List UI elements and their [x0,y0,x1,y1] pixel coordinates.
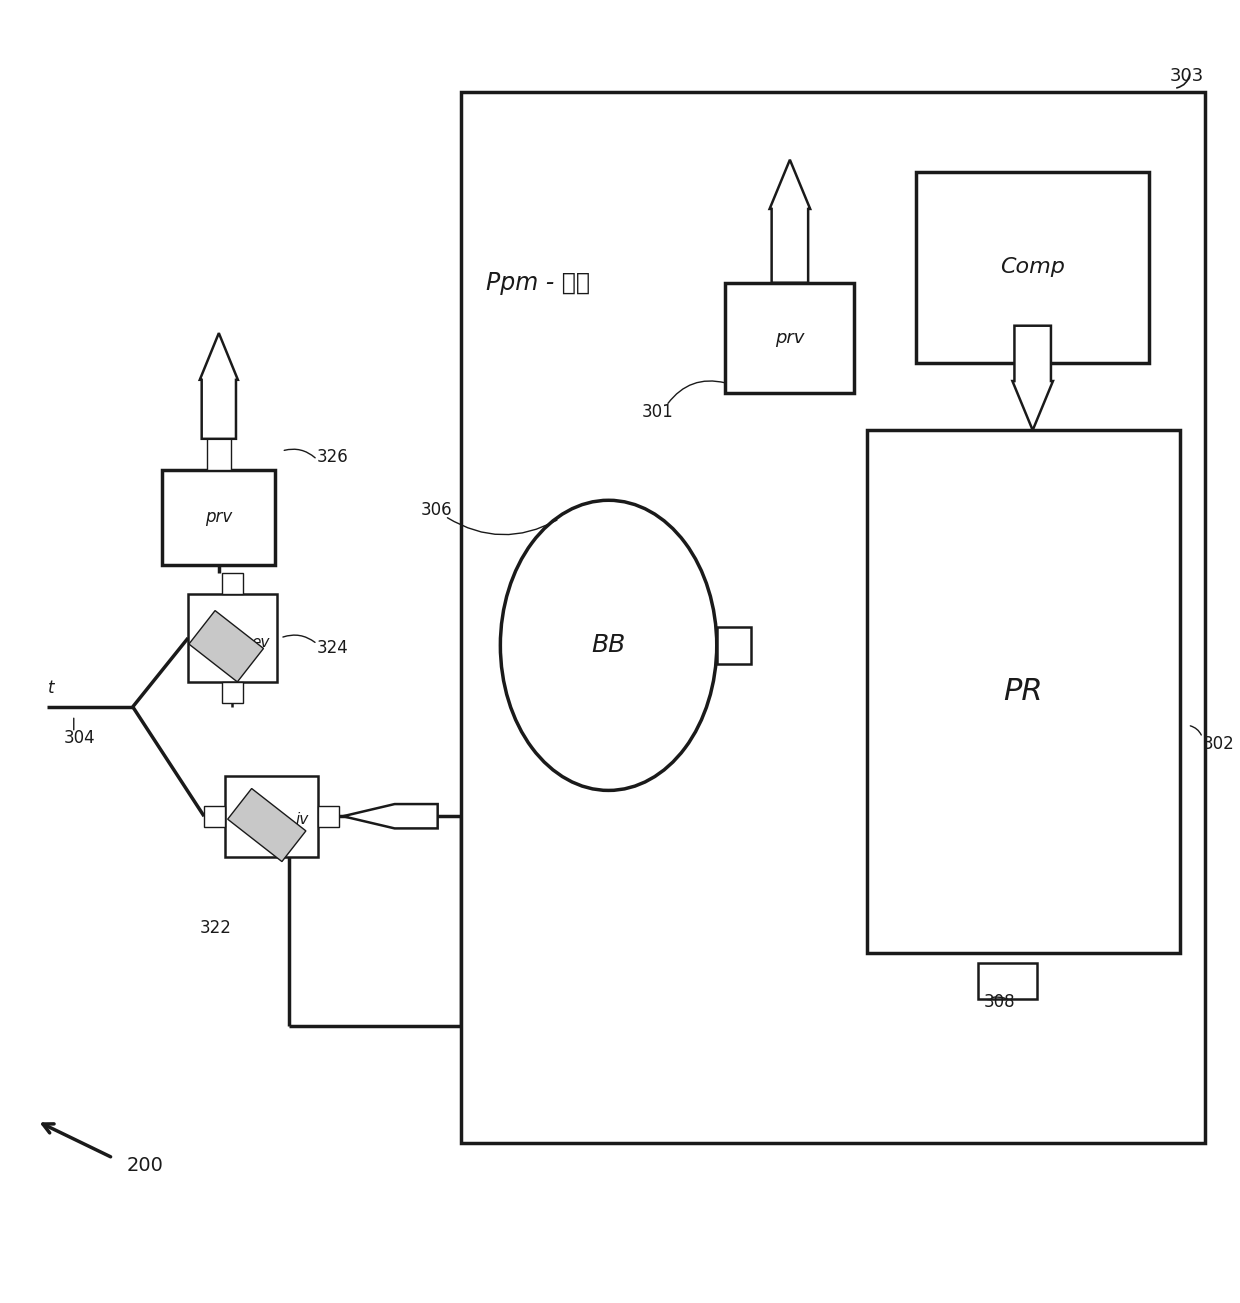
Text: 200: 200 [126,1156,164,1175]
Bar [228,788,306,861]
Bar [222,683,243,704]
Text: prv: prv [775,328,805,347]
Text: 324: 324 [317,638,348,657]
Text: Comp: Comp [1001,257,1065,278]
Bar [867,430,1180,952]
Bar [207,435,231,469]
Text: 301: 301 [642,403,673,421]
Bar [978,963,1038,999]
Bar [725,283,854,394]
Polygon shape [343,804,438,829]
Bar [717,627,751,663]
Text: 326: 326 [317,448,348,466]
Bar [222,573,243,594]
Text: prv: prv [205,508,232,526]
Text: 308: 308 [983,993,1016,1011]
Bar [319,805,340,826]
Text: ev: ev [252,636,270,650]
Bar [162,469,275,566]
Bar [188,611,264,681]
Text: t: t [48,679,55,697]
Polygon shape [770,160,810,283]
Text: 302: 302 [1203,735,1234,753]
Bar [205,805,224,826]
Bar [188,594,277,683]
Ellipse shape [501,500,717,791]
Text: 322: 322 [200,919,231,937]
Text: 304: 304 [64,728,95,747]
Text: Ppm - 岐管: Ppm - 岐管 [486,271,589,294]
Text: PR: PR [1003,678,1043,706]
Polygon shape [200,334,238,439]
Bar [461,93,1205,1143]
Bar [224,775,319,857]
Text: 306: 306 [420,502,453,519]
Polygon shape [1012,326,1053,430]
Text: 303: 303 [1169,68,1204,85]
Bar [916,172,1149,362]
Bar [775,265,805,283]
Text: iv: iv [296,813,309,827]
Text: BB: BB [591,633,626,657]
